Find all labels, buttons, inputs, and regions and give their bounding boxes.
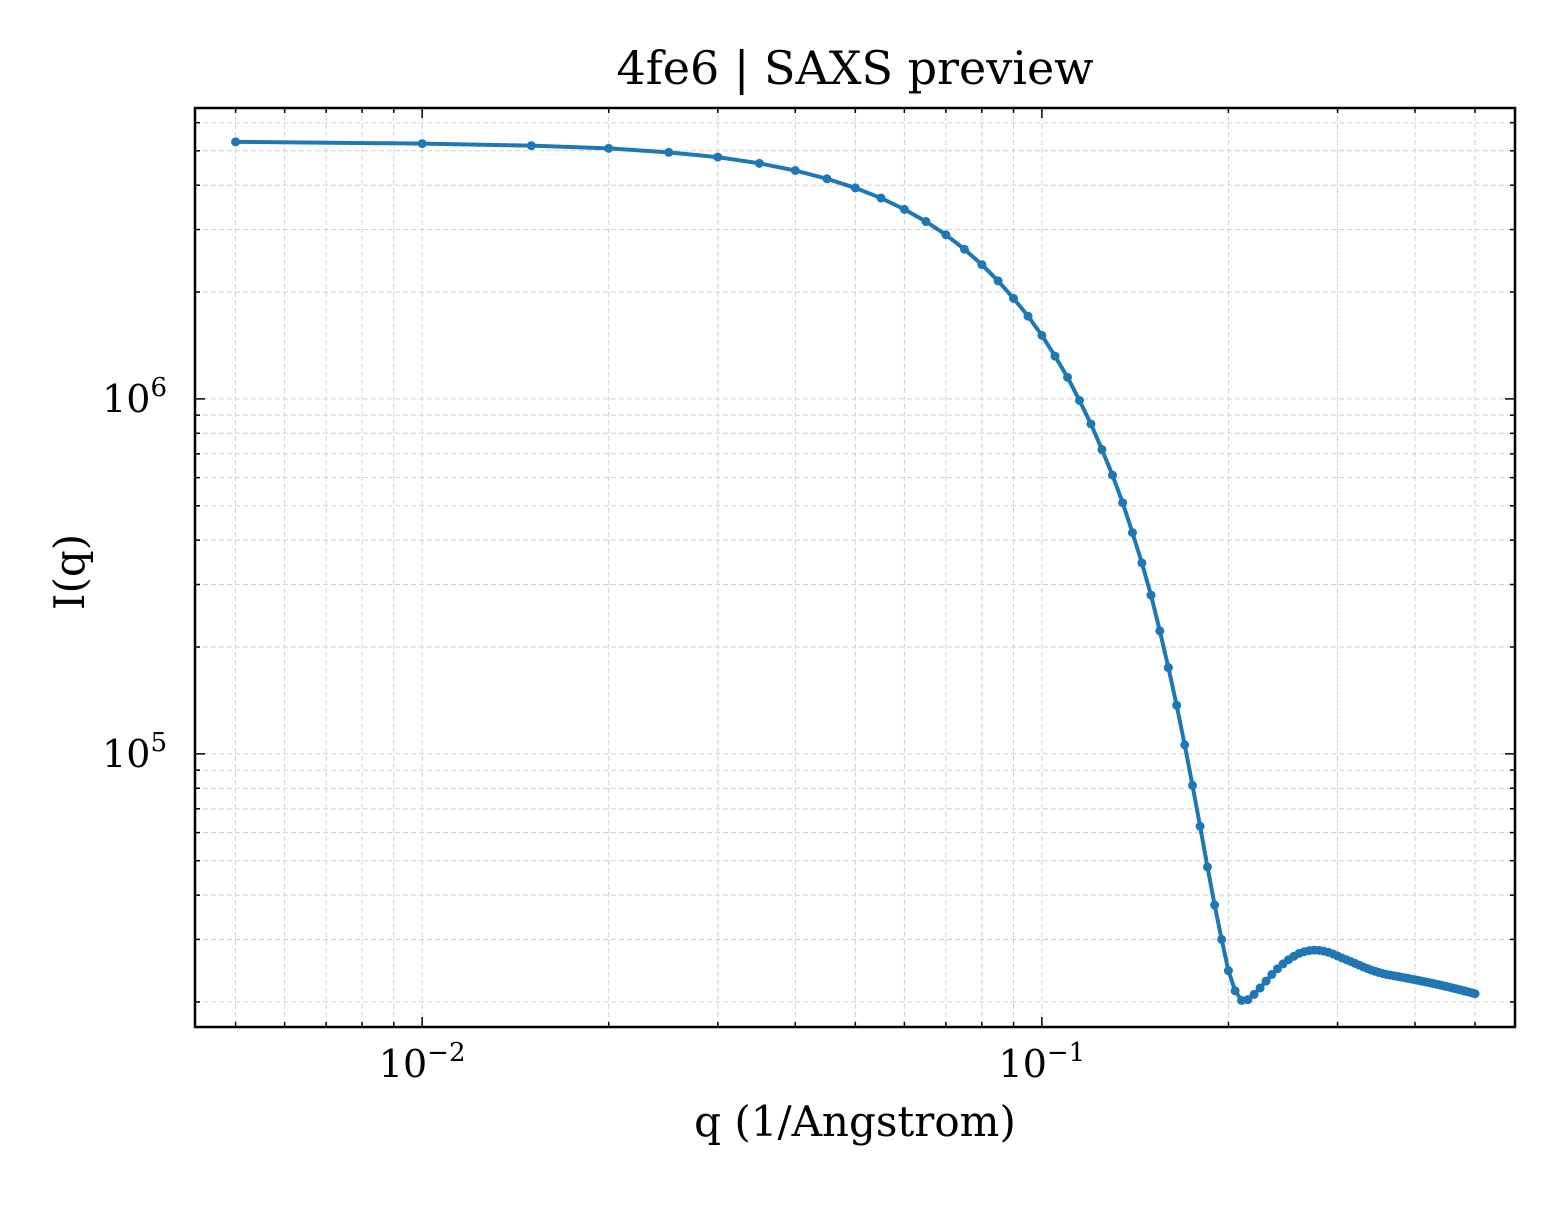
data-point xyxy=(754,158,764,168)
data-point xyxy=(1118,498,1128,508)
data-point xyxy=(1210,900,1220,910)
x-tick-label: 10−2 xyxy=(379,1038,466,1086)
data-point xyxy=(1127,528,1137,538)
data-point xyxy=(1050,351,1060,361)
data-point xyxy=(1023,311,1033,321)
data-point xyxy=(1202,862,1212,872)
y-tick-label: 105 xyxy=(102,728,167,776)
data-point xyxy=(1037,330,1047,340)
data-point xyxy=(921,217,931,227)
data-point xyxy=(1063,372,1073,382)
data-point xyxy=(1155,626,1165,636)
data-point xyxy=(1086,419,1096,429)
data-point xyxy=(1230,986,1240,996)
x-axis-label: q (1/Angstrom) xyxy=(694,1097,1016,1146)
data-point xyxy=(1097,445,1107,455)
data-point xyxy=(1255,983,1265,993)
data-point xyxy=(1188,780,1197,790)
data-point xyxy=(1267,969,1277,979)
data-point xyxy=(1243,995,1253,1005)
data-point xyxy=(790,166,800,175)
data-point xyxy=(1195,821,1205,831)
data-point xyxy=(417,139,427,149)
data-point xyxy=(1137,558,1147,568)
data-point xyxy=(959,244,969,254)
data-point xyxy=(604,143,614,153)
series-layer xyxy=(231,137,1480,1005)
data-point xyxy=(822,174,832,184)
data-point xyxy=(899,204,909,214)
data-point xyxy=(1163,663,1173,673)
data-point xyxy=(231,137,241,147)
chart-title: 4fe6 | SAXS preview xyxy=(616,41,1093,95)
x-tick-label: 10−1 xyxy=(999,1038,1086,1086)
data-point xyxy=(941,230,951,240)
data-point xyxy=(1075,395,1084,405)
y-tick-label: 106 xyxy=(102,373,167,421)
grid-layer xyxy=(195,108,1515,1027)
data-point xyxy=(1107,470,1117,480)
data-point xyxy=(664,147,674,157)
data-point xyxy=(1223,966,1233,976)
data-point xyxy=(876,193,886,203)
data-point xyxy=(1217,934,1227,944)
data-point xyxy=(977,260,987,270)
data-point xyxy=(526,141,536,151)
data-point xyxy=(1470,989,1480,999)
data-point xyxy=(1249,989,1259,999)
data-point xyxy=(1180,740,1190,750)
data-point xyxy=(993,276,1003,286)
data-point xyxy=(850,183,860,193)
data-point xyxy=(1172,700,1182,710)
data-point xyxy=(1009,293,1019,303)
plot-frame xyxy=(193,106,1517,1029)
data-point xyxy=(1146,590,1156,600)
tick-label-layer: 10−2 10−1 105 106 xyxy=(102,373,1085,1086)
y-axis-label: I(q) xyxy=(45,534,94,610)
data-point xyxy=(1261,976,1271,986)
data-point xyxy=(713,152,723,162)
